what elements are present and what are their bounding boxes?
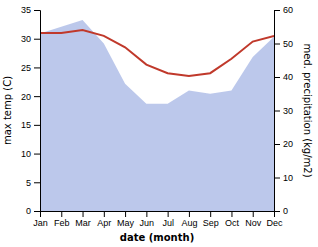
y-tick-mark — [34, 67, 40, 68]
x-tick: Nov — [245, 211, 262, 228]
x-tick-mark — [83, 211, 84, 217]
x-tick: Feb — [54, 211, 70, 228]
x-tick: May — [117, 211, 135, 228]
y2-tick: 40 — [274, 72, 293, 82]
y-axis-line — [34, 11, 41, 212]
y-tick-label: 0 — [26, 206, 31, 216]
x-tick-mark — [168, 211, 169, 217]
y2-tick-mark — [274, 211, 280, 212]
y-tick-mark — [34, 182, 40, 183]
y-tick: 10 — [21, 149, 40, 159]
y2-axis-line — [275, 11, 281, 212]
x-tick-mark — [125, 211, 126, 217]
x-tick: Apr — [97, 211, 111, 228]
y-tick-mark — [34, 211, 40, 212]
y2-axis: 0 10 20 30 40 50 60 — [274, 5, 293, 216]
y-tick-mark — [34, 125, 40, 126]
plot: JanFebMarAprMayJunJulAugSepOctNovDec0510… — [2, 5, 313, 243]
x-tick-mark — [253, 211, 254, 217]
temperature-line — [40, 30, 274, 76]
precipitation-area — [40, 20, 274, 211]
marks — [40, 20, 274, 211]
x-tick-label: Nov — [245, 218, 262, 228]
y-tick: 20 — [21, 92, 40, 102]
y2-tick-mark — [274, 111, 280, 112]
y2-tick-label: 30 — [283, 106, 293, 116]
x-tick: Jun — [140, 211, 155, 228]
y-tick-mark — [34, 10, 40, 11]
y2-tick-label: 0 — [283, 206, 288, 216]
x-tick-label: Jul — [162, 218, 174, 228]
y2-tick: 50 — [274, 39, 293, 49]
y-tick-label: 30 — [21, 34, 31, 44]
x-axis-line — [41, 212, 275, 218]
y2-tick: 30 — [274, 106, 293, 116]
y2-tick-label: 60 — [283, 5, 293, 15]
x-tick: Sep — [203, 211, 219, 228]
y-tick-mark — [34, 39, 40, 40]
x-tick-mark — [231, 211, 232, 217]
y-tick-label: 5 — [26, 178, 31, 188]
x-tick-mark — [210, 211, 211, 217]
x-tick-label: Jan — [33, 218, 48, 228]
x-tick-mark — [104, 211, 105, 217]
y-tick: 15 — [21, 120, 40, 130]
y-tick-label: 35 — [21, 5, 31, 15]
y2-tick: 0 — [274, 206, 288, 216]
x-tick-mark — [146, 211, 147, 217]
y-tick-label: 15 — [21, 120, 31, 130]
x-tick-label: Oct — [225, 218, 240, 228]
y2-tick-label: 10 — [283, 173, 293, 183]
y-axis: 0 5 10 15 20 25 30 35 — [21, 5, 41, 216]
y2-tick-mark — [274, 178, 280, 179]
y-tick: 5 — [26, 178, 40, 188]
y-tick-label: 25 — [21, 63, 31, 73]
x-tick: Jan — [33, 211, 48, 228]
x-tick-label: Dec — [266, 218, 283, 228]
x-axis-title: date (month) — [120, 232, 194, 243]
x-tick-label: May — [117, 218, 135, 228]
chart-container: JanFebMarAprMayJunJulAugSepOctNovDec0510… — [0, 0, 318, 247]
x-tick: Oct — [225, 211, 240, 228]
y2-tick-mark — [274, 77, 280, 78]
x-tick-label: Feb — [54, 218, 70, 228]
y-tick-label: 10 — [21, 149, 31, 159]
x-tick-label: Jun — [140, 218, 155, 228]
y2-tick-label: 50 — [283, 39, 293, 49]
y-tick: 30 — [21, 34, 40, 44]
x-tick-mark — [189, 211, 190, 217]
y2-tick-mark — [274, 144, 280, 145]
y2-tick-mark — [274, 10, 280, 11]
y2-tick: 20 — [274, 139, 293, 149]
y2-axis-title: med. precipitation (kg/m2) — [302, 43, 313, 177]
x-tick-label: Mar — [75, 218, 91, 228]
y-tick: 0 — [26, 206, 40, 216]
y2-tick: 10 — [274, 173, 293, 183]
y2-tick: 60 — [274, 5, 293, 15]
x-tick-label: Aug — [181, 218, 197, 228]
y-tick: 35 — [21, 5, 40, 15]
chart-svg: JanFebMarAprMayJunJulAugSepOctNovDec0510… — [0, 0, 318, 247]
y2-tick-label: 40 — [283, 72, 293, 82]
x-tick-label: Sep — [203, 218, 219, 228]
x-tick: Aug — [181, 211, 197, 228]
y2-tick-label: 20 — [283, 139, 293, 149]
y-axis-title: max temp (C) — [2, 76, 13, 145]
y-tick: 25 — [21, 63, 40, 73]
x-axis: Jan Feb Mar Apr May Jun Jul Aug Sep Oct Nov Dec — [33, 211, 283, 228]
x-tick-mark — [61, 211, 62, 217]
x-tick-label: Apr — [97, 218, 111, 228]
y-tick-label: 20 — [21, 92, 31, 102]
y-tick-mark — [34, 96, 40, 97]
y-tick-mark — [34, 154, 40, 155]
x-tick: Jul — [162, 211, 174, 228]
y2-tick-mark — [274, 44, 280, 45]
x-tick: Dec — [266, 211, 283, 228]
x-tick: Mar — [75, 211, 91, 228]
